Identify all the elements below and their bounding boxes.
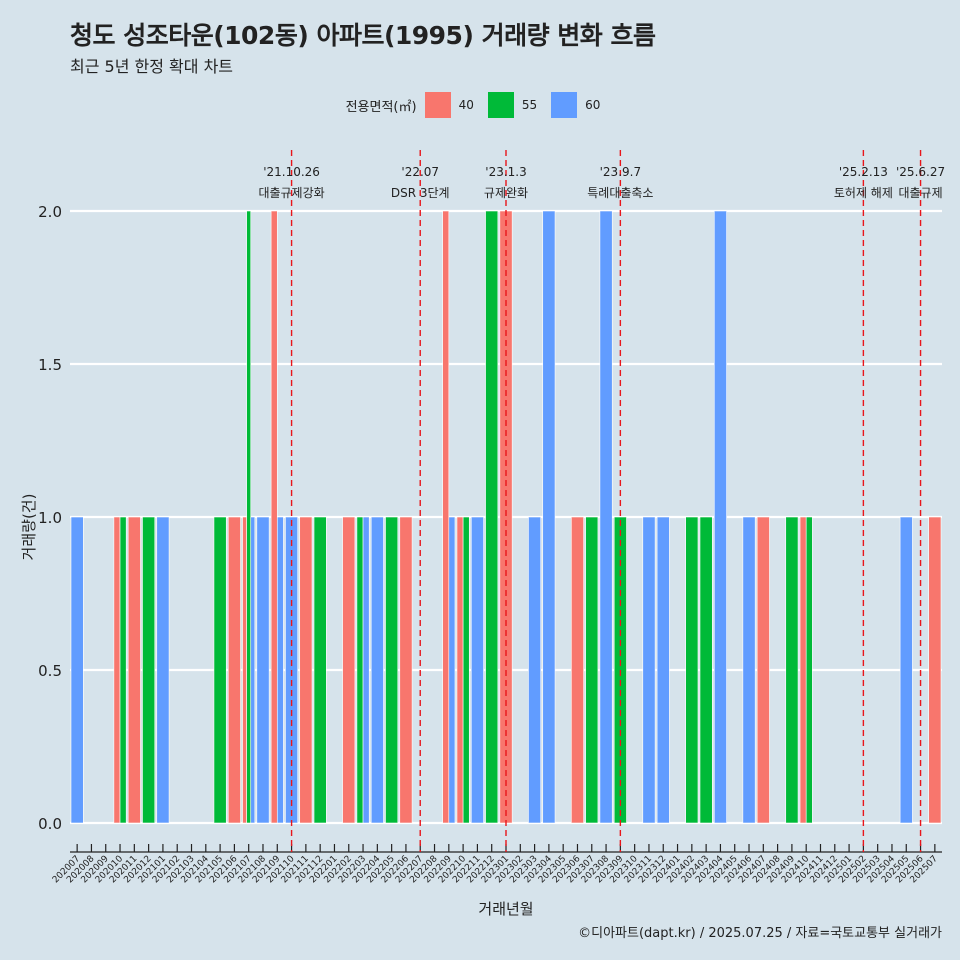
bar-202205-55 (385, 516, 399, 824)
legend-swatch-55 (487, 92, 514, 118)
bar-202109-40 (270, 210, 278, 824)
bar-202111-40 (299, 516, 313, 824)
bar-202112-55 (313, 516, 327, 824)
event-text-label: 토허제 해제 (834, 186, 893, 200)
bar-202107-40 (242, 516, 247, 824)
y-tick-label: 0.0 (38, 815, 62, 833)
legend-item-40: 40 (424, 92, 484, 118)
event-date-label: '22.07 (401, 165, 439, 179)
bar-202507-40 (928, 516, 942, 824)
bar-202306-40 (571, 516, 584, 824)
bar-202108-60 (256, 516, 270, 824)
event-date-label: '23.9.7 (600, 165, 641, 179)
bar-202311-60 (642, 516, 656, 824)
legend-swatch-40 (424, 92, 451, 118)
legend: 전용면적(㎡) 40 55 60 (0, 92, 960, 118)
bar-202211-60 (470, 516, 484, 824)
bar-202209-60 (448, 516, 456, 824)
bar-202012-55 (142, 516, 156, 824)
chart-title: 청도 성조타운(102동) 아파트(1995) 거래량 변화 흐름 (70, 21, 656, 50)
bar-202010-40 (113, 516, 121, 824)
bar-202109-60 (276, 516, 284, 824)
event-date-label: '23.1.3 (485, 165, 526, 179)
bar-202105-55 (213, 516, 227, 824)
bar-202403-55 (699, 516, 713, 824)
bar-202409-55 (785, 516, 799, 824)
bar-202407-40 (756, 516, 770, 824)
bar-202410-55 (805, 516, 813, 824)
legend-label-55: 55 (521, 98, 538, 112)
bar-202308-60 (599, 210, 613, 824)
bar-202212-55 (485, 210, 499, 824)
legend-item-60: 60 (551, 92, 610, 118)
event-date-label: '21.10.26 (263, 165, 320, 179)
chart-caption: ©디아파트(dapt.kr) / 2025.07.25 / 자료=국토교통부 실… (578, 926, 942, 941)
bar-202209-40 (442, 210, 450, 824)
legend-label-60: 60 (585, 98, 601, 112)
event-text-label: 대출규제 (898, 186, 942, 200)
y-tick-label: 1.5 (38, 356, 62, 374)
bar-202107-55 (246, 210, 252, 824)
bar-202204-60 (370, 516, 384, 824)
event-date-label: '25.6.27 (896, 165, 945, 179)
bar-202404-60 (713, 210, 727, 824)
bar-202210-40 (456, 516, 464, 824)
legend-title: 전용면적(㎡) (345, 99, 417, 115)
bar-202312-60 (656, 516, 670, 824)
event-text-label: 규제완화 (484, 186, 528, 200)
y-tick-label: 0.5 (38, 662, 62, 680)
y-tick-label: 2.0 (38, 203, 62, 221)
event-text-label: 대출규제강화 (258, 186, 324, 200)
y-tick-label: 1.0 (38, 509, 62, 527)
bar-202107-60 (250, 516, 256, 824)
legend-item-55: 55 (487, 92, 547, 118)
legend-swatch-60 (551, 92, 578, 118)
bar-202410-40 (799, 516, 807, 824)
bar-202505-60 (899, 516, 913, 824)
y-axis-title: 거래량(건) (20, 494, 38, 561)
bar-202010-55 (119, 516, 127, 824)
bar-202406-60 (742, 516, 756, 824)
bar-202206-40 (399, 516, 413, 824)
event-text-label: 특례대출축소 (587, 186, 653, 200)
bar-202307-55 (585, 516, 599, 824)
legend-label-40: 40 (458, 98, 474, 112)
bar-202203-60 (362, 516, 370, 824)
event-date-label: '25.2.13 (839, 165, 888, 179)
bar-202303-60 (528, 516, 542, 824)
event-text-label: DSR 3단계 (391, 186, 450, 200)
bar-202202-40 (342, 516, 356, 824)
bar-202402-55 (685, 516, 699, 824)
x-axis-title: 거래년월 (478, 900, 533, 918)
bar-202210-55 (462, 516, 470, 824)
bar-202203-55 (356, 516, 364, 824)
bar-202011-40 (127, 516, 141, 824)
bar-202304-60 (542, 210, 556, 824)
chart-subtitle: 최근 5년 한정 확대 차트 (70, 57, 234, 76)
bar-202106-40 (227, 516, 241, 824)
bar-202101-60 (156, 516, 170, 824)
bar-202007-60 (70, 516, 84, 824)
